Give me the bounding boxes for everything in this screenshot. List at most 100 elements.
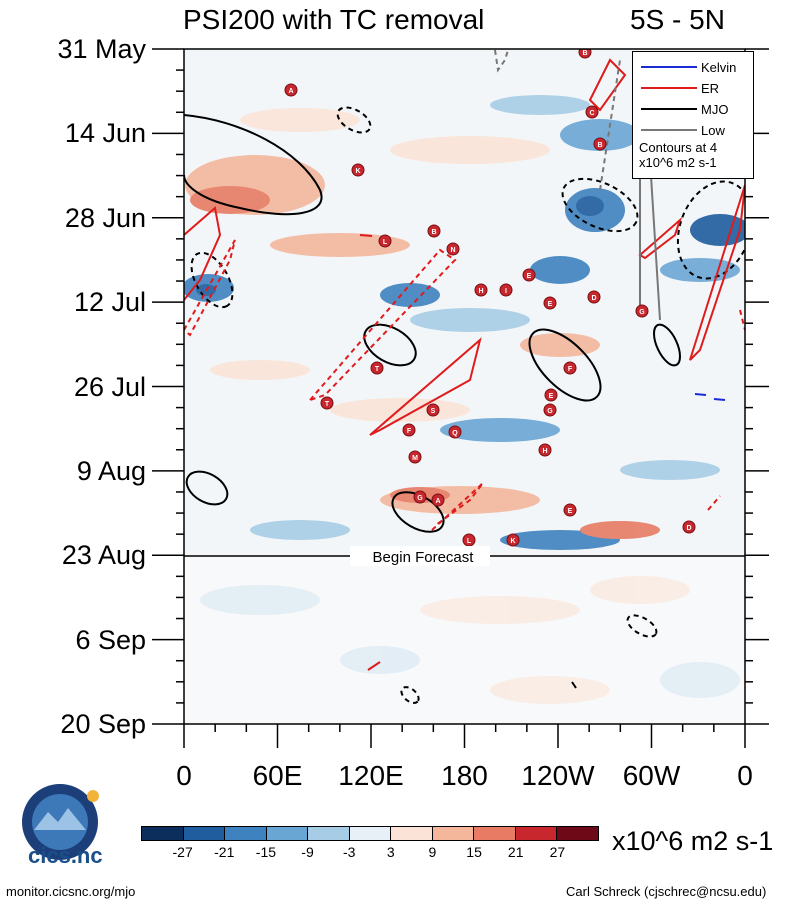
low-contour <box>599 59 621 191</box>
y-tick-label: 28 Jun <box>64 202 146 233</box>
y-tick-label: 6 Sep <box>75 624 146 655</box>
storm-marker <box>538 443 552 457</box>
er-contour <box>638 216 683 260</box>
storm-marker <box>543 296 557 310</box>
forecast-shading <box>200 576 740 704</box>
storm-marker <box>563 503 577 517</box>
storm-label: K <box>510 538 515 545</box>
storm-marker <box>408 450 422 464</box>
mjo-contour <box>561 177 639 233</box>
storm-label: K <box>355 168 360 175</box>
x-tick-label: 120E <box>338 760 404 791</box>
tropical-cyclone-icon: E <box>544 388 558 402</box>
tropical-cyclone-icon: T <box>370 361 384 375</box>
kelvin-contour <box>694 393 707 396</box>
storm-marker <box>593 137 607 151</box>
er-contour <box>707 495 721 511</box>
er-contour <box>431 482 484 531</box>
storm-marker <box>543 403 557 417</box>
storm-label: H <box>478 288 483 295</box>
colorbar-tick-label: -9 <box>301 844 314 860</box>
storm-marker <box>522 268 536 282</box>
colorbar-tick-label: 27 <box>549 844 566 860</box>
storm-marker <box>413 490 427 504</box>
storm-label: C <box>589 110 594 117</box>
storm-label: E <box>568 508 573 515</box>
forecast-label: Begin Forecast <box>373 549 475 566</box>
cicsnc-logo-icon <box>22 784 99 860</box>
x-tick-label: 60W <box>622 760 681 791</box>
tropical-cyclone-icon: F <box>402 423 416 437</box>
x-tick-label: 180 <box>441 760 488 791</box>
legend-item-kelvin: Kelvin <box>641 58 736 76</box>
storm-label: L <box>383 239 388 246</box>
tropical-cyclone-icon: B <box>578 49 592 59</box>
tropical-cyclone-icon: C <box>585 105 599 119</box>
storm-label: S <box>431 408 436 415</box>
storm-label: E <box>527 273 532 280</box>
er-contour <box>184 206 222 301</box>
y-tick-label: 23 Aug <box>61 540 146 571</box>
storm-marker <box>446 242 460 256</box>
storm-marker <box>351 163 365 177</box>
storm-label: N <box>450 247 455 254</box>
storm-marker <box>499 283 513 297</box>
tropical-cyclone-icon: E <box>522 268 536 282</box>
forecast-label-bg <box>350 546 490 566</box>
y-tick-label: 12 Jul <box>73 287 146 318</box>
storm-marker <box>426 403 440 417</box>
region-title: 5S - 5N <box>630 4 725 35</box>
storm-label: A <box>288 88 293 95</box>
mjo-contour <box>185 470 229 506</box>
colorbar-tick-label: -27 <box>172 844 193 860</box>
colorbar <box>141 826 599 841</box>
colorbar-swatch <box>349 827 392 840</box>
storm-label: A <box>435 498 440 505</box>
tropical-cyclone-icon: S <box>426 403 440 417</box>
er-contour <box>369 337 482 436</box>
x-tick-label: 120W <box>521 760 595 791</box>
colorbar-tick-label: -3 <box>342 844 356 860</box>
er-contour <box>739 309 745 331</box>
storm-marker <box>474 283 488 297</box>
storm-label: H <box>542 448 547 455</box>
storm-marker <box>506 533 520 547</box>
colorbar-swatch <box>432 827 475 840</box>
mjo-contour <box>676 180 745 280</box>
er-contour <box>306 248 457 403</box>
x-tick-label: 0 <box>737 760 753 791</box>
tropical-cyclone-icon: L <box>378 234 392 248</box>
y-tick-label: 14 Jun <box>64 118 146 149</box>
tropical-cyclone-icon: Q <box>448 425 462 439</box>
mjo-contour <box>184 114 323 216</box>
tropical-cyclone-icon: G <box>413 490 427 504</box>
tropical-cyclone-icon: A <box>284 83 298 97</box>
storm-marker <box>402 423 416 437</box>
legend-label: MJO <box>701 101 729 117</box>
author-credit: Carl Schreck (cjschrec@ncsu.edu) <box>566 884 767 899</box>
axis-ticks <box>152 48 769 748</box>
er-contour <box>367 661 381 671</box>
storm-marker <box>585 105 599 119</box>
colorbar-tick-label: 15 <box>466 844 482 860</box>
er-contour <box>359 234 373 237</box>
anomaly-shading <box>184 95 745 550</box>
storm-label: F <box>568 366 573 373</box>
tropical-cyclone-icon: H <box>474 283 488 297</box>
tropical-cyclone-icon: G <box>543 403 557 417</box>
tropical-cyclone-icon: N <box>446 242 460 256</box>
storm-label: M <box>412 455 418 462</box>
storm-marker <box>587 290 601 304</box>
mjo-contour <box>400 686 420 704</box>
colorbar-swatch <box>225 827 267 840</box>
tropical-cyclone-icon: D <box>682 520 696 534</box>
legend-label: Low <box>701 122 725 138</box>
source-link[interactable]: monitor.cicsnc.org/mjo <box>6 884 136 899</box>
storm-label: G <box>547 408 553 415</box>
tropical-cyclone-icon: F <box>563 361 577 375</box>
x-tick-label: 0 <box>176 760 192 791</box>
storm-label: E <box>549 393 554 400</box>
legend-label: Kelvin <box>701 59 737 75</box>
storm-label: Q <box>452 430 458 437</box>
